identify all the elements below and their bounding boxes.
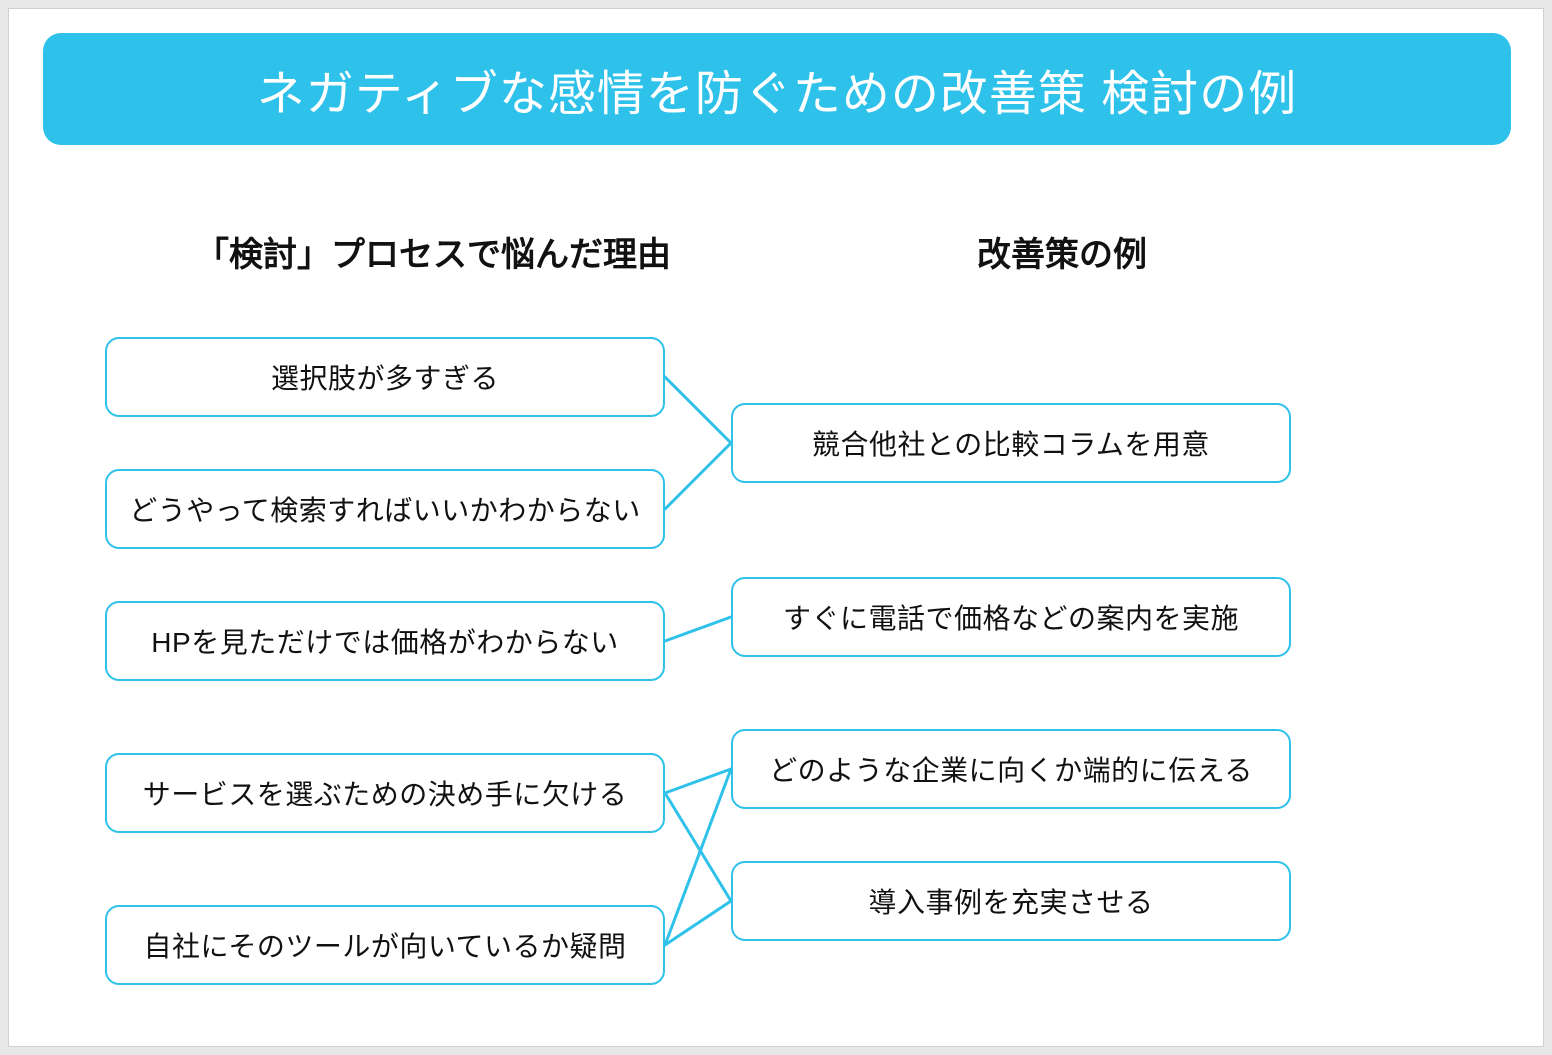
connector-line bbox=[665, 617, 731, 641]
solution-box: どのような企業に向くか端的に伝える bbox=[731, 729, 1291, 809]
reason-box: 自社にそのツールが向いているか疑問 bbox=[105, 905, 665, 985]
solution-box-label: 競合他社との比較コラムを用意 bbox=[812, 423, 1210, 463]
slide: ネガティブな感情を防ぐための改善策 検討の例 「検討」プロセスで悩んだ理由 改善… bbox=[8, 8, 1544, 1047]
title-bar: ネガティブな感情を防ぐための改善策 検討の例 bbox=[43, 33, 1511, 145]
connector-line bbox=[665, 769, 731, 945]
right-column-heading: 改善策の例 bbox=[977, 227, 1147, 276]
solution-box: 導入事例を充実させる bbox=[731, 861, 1291, 941]
solution-box-label: どのような企業に向くか端的に伝える bbox=[769, 749, 1253, 789]
title-text: ネガティブな感情を防ぐための改善策 検討の例 bbox=[257, 54, 1297, 124]
reason-box-label: HPを見ただけでは価格がわからない bbox=[151, 621, 618, 661]
connector-line bbox=[665, 377, 731, 443]
connector-line bbox=[665, 901, 731, 945]
reason-box-label: 選択肢が多すぎる bbox=[271, 357, 499, 397]
left-column-heading: 「検討」プロセスで悩んだ理由 bbox=[195, 227, 671, 276]
solution-box: 競合他社との比較コラムを用意 bbox=[731, 403, 1291, 483]
reason-box: どうやって検索すればいいかわからない bbox=[105, 469, 665, 549]
connector-line bbox=[665, 443, 731, 509]
reason-box: サービスを選ぶための決め手に欠ける bbox=[105, 753, 665, 833]
reason-box-label: サービスを選ぶための決め手に欠ける bbox=[143, 773, 628, 813]
reason-box: 選択肢が多すぎる bbox=[105, 337, 665, 417]
solution-box-label: 導入事例を充実させる bbox=[868, 881, 1153, 921]
reason-box-label: 自社にそのツールが向いているか疑問 bbox=[143, 925, 626, 965]
solution-box-label: すぐに電話で価格などの案内を実施 bbox=[783, 597, 1239, 637]
solution-box: すぐに電話で価格などの案内を実施 bbox=[731, 577, 1291, 657]
connector-line bbox=[665, 769, 731, 793]
reason-box-label: どうやって検索すればいいかわからない bbox=[129, 489, 641, 529]
connector-line bbox=[665, 793, 731, 901]
reason-box: HPを見ただけでは価格がわからない bbox=[105, 601, 665, 681]
